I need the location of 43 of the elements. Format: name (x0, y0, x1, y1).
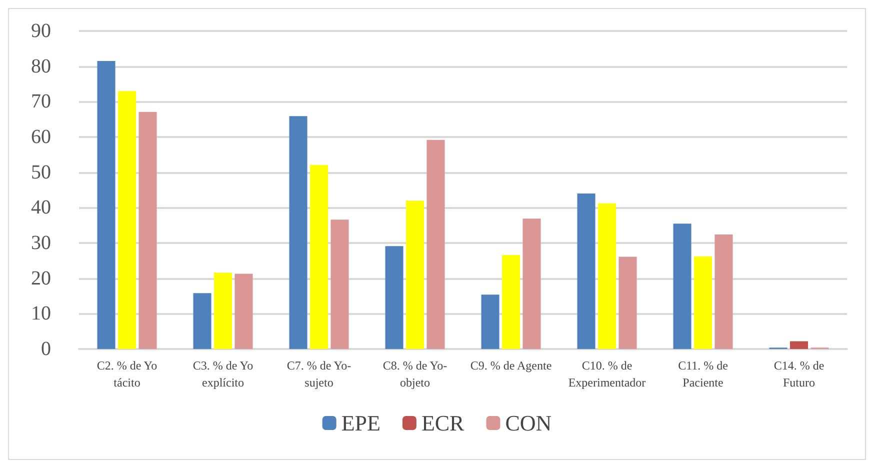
legend-label: EPE (341, 410, 380, 436)
y-tick-label: 20 (31, 267, 51, 290)
x-tick-label: C7. % de Yo- sujeto (286, 358, 352, 390)
bar (385, 246, 404, 349)
bar (214, 272, 232, 349)
y-tick-label: 70 (31, 90, 51, 113)
bar (138, 112, 157, 349)
y-tick-label: 60 (31, 126, 51, 148)
bar (790, 341, 808, 349)
x-tick-label: C10. % de Experimentador (568, 358, 646, 390)
bar (193, 293, 212, 349)
y-tick-label: 80 (31, 55, 51, 78)
legend-label: ECR (421, 410, 465, 436)
x-tick-label: C11. % de Paciente (678, 358, 728, 390)
x-tick-label: C9. % de Agente (470, 358, 552, 372)
bar (598, 203, 616, 349)
bar (577, 194, 596, 349)
bar (522, 218, 541, 349)
bar (118, 91, 136, 349)
bar (426, 140, 445, 349)
bar (673, 224, 692, 349)
bar (618, 256, 637, 349)
bar (97, 61, 116, 349)
y-tick-label: 10 (31, 302, 51, 325)
bar (481, 294, 500, 349)
bar (330, 220, 349, 349)
bar (289, 116, 308, 349)
y-tick-label: 40 (31, 196, 51, 219)
y-tick-label: 50 (31, 161, 51, 184)
y-tick-label: 90 (31, 20, 51, 42)
bar (502, 255, 520, 349)
legend-label: CON (505, 410, 552, 436)
bar (310, 164, 328, 349)
x-tick-label: C14. % de Futuro (774, 358, 824, 390)
y-tick-label: 30 (31, 232, 51, 254)
bar (714, 234, 733, 349)
x-tick-label: C8. % de Yo- objeto (382, 358, 448, 390)
bar (694, 256, 712, 349)
y-tick-label: 0 (41, 338, 51, 360)
x-tick-label: C2. % de Yo tácito (96, 358, 158, 390)
bar (234, 274, 253, 349)
x-tick-label: C3. % de Yo explícito (192, 358, 254, 390)
bar (406, 200, 424, 349)
